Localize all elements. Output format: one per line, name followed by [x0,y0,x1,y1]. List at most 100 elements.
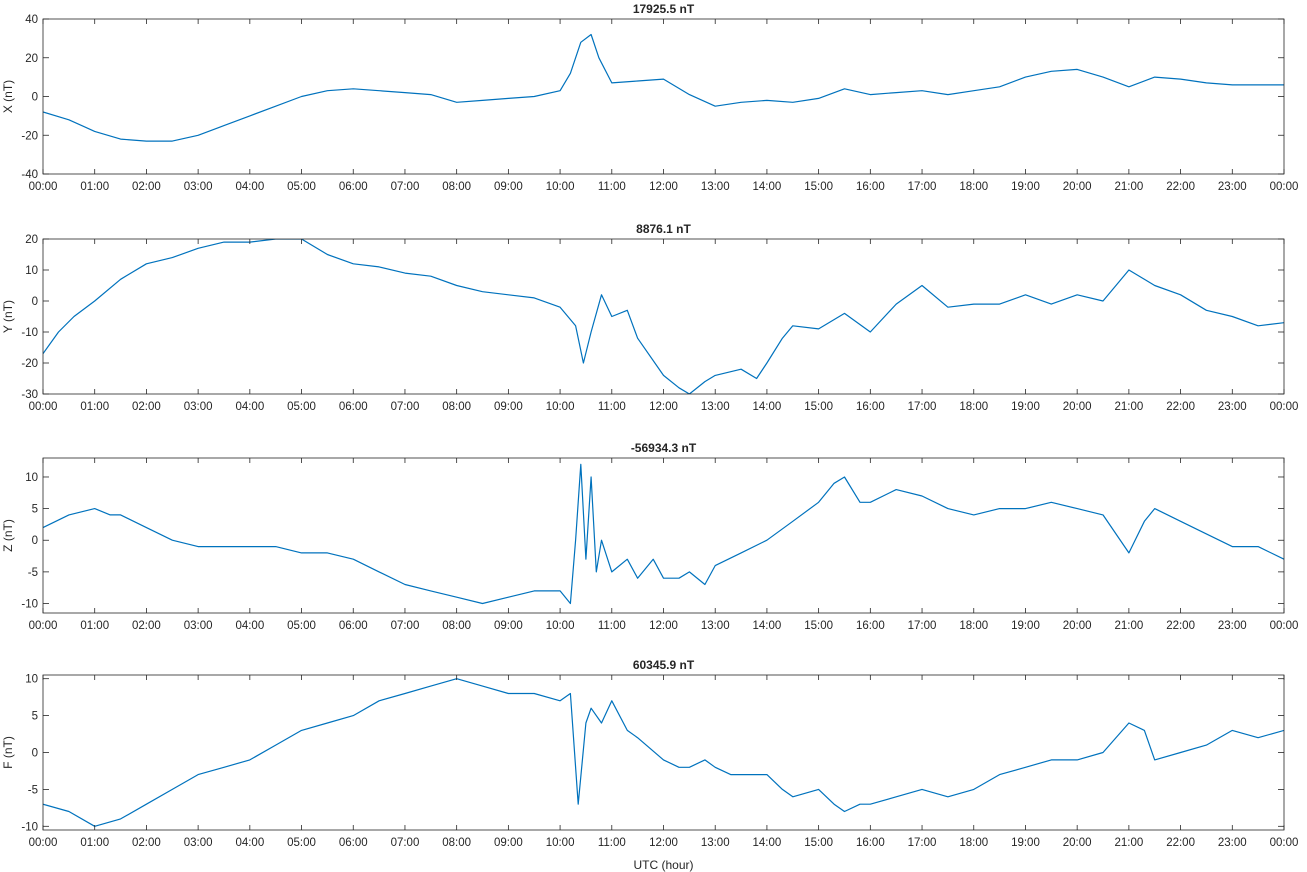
x-tick-label: 00:00 [29,837,58,849]
axes-box [42,18,1285,175]
y-tick-label: -20 [21,130,38,142]
x-tick-label: 00:00 [1270,620,1299,632]
x-tick-label: 11:00 [598,181,626,193]
x-tick-label: 13:00 [701,401,730,413]
panel-2: 8876.1 nT Y (nT) -30 -20 -10 0 10 20 00:00 01:00 0… [1,222,1298,413]
x-tick-label: 14:00 [753,620,782,632]
y-tick-label: -5 [28,567,38,579]
x-tick-label: 19:00 [1011,181,1040,193]
panel-title: -56934.3 nT [631,441,697,455]
x-tick-label: 14:00 [753,181,782,193]
x-tick-label: 10:00 [546,401,575,413]
x-tick-label: 12:00 [649,401,678,413]
x-tick-label: 07:00 [391,837,420,849]
y-tick-label: -20 [21,358,38,370]
x-tick-label: 17:00 [908,837,937,849]
x-tick-label: 22:00 [1166,181,1195,193]
x-tick-label: 08:00 [442,837,471,849]
y-tick-label: 0 [32,92,38,104]
x-tick-label: 00:00 [1270,401,1299,413]
y-tick-label: -40 [21,169,38,181]
x-tick-label: 13:00 [701,837,730,849]
x-tick-label: 04:00 [235,837,264,849]
y-tick-label: 20 [25,53,38,65]
x-tick-label: 23:00 [1218,401,1247,413]
x-tick-label: 21:00 [1114,837,1143,849]
x-tick-label: 09:00 [494,837,523,849]
y-tick-label: -10 [21,821,38,833]
x-tick-label: 00:00 [29,620,58,632]
x-tick-label: 04:00 [235,620,264,632]
x-tick-label: 01:00 [80,620,109,632]
series-line-1 [43,239,1284,394]
y-tick-label: 10 [25,472,38,484]
x-tick-label: 07:00 [391,620,420,632]
x-tick-label: 05:00 [287,401,316,413]
x-tick-label: 00:00 [29,181,58,193]
x-tick-label: 12:00 [649,837,678,849]
x-tick-label: 15:00 [804,401,833,413]
x-tick-label: 02:00 [132,181,161,193]
y-tick-label: 5 [32,504,38,516]
axes-box [42,238,1285,395]
x-tick-label: 03:00 [184,181,213,193]
x-tick-label: 09:00 [494,401,523,413]
x-tick-label: 19:00 [1011,620,1040,632]
x-tick-label: 21:00 [1114,181,1143,193]
x-tick-label: 11:00 [598,401,626,413]
x-tick-label: 15:00 [804,837,833,849]
x-tick-label: 20:00 [1063,620,1092,632]
x-tick-label: 17:00 [908,181,937,193]
x-tick-label: 21:00 [1114,620,1143,632]
panel-title: 60345.9 nT [633,658,695,672]
x-tick-label: 10:00 [546,837,575,849]
x-tick-label: 19:00 [1011,401,1040,413]
y-tick-label: 40 [25,14,38,26]
x-tick-label: 07:00 [391,181,420,193]
x-tick-label: 18:00 [959,837,988,849]
x-tick-label: 06:00 [339,401,368,413]
x-tick-label: 23:00 [1218,181,1247,193]
x-tick-label: 16:00 [856,181,885,193]
x-tick-label: 21:00 [1114,401,1143,413]
x-tick-label: 16:00 [856,620,885,632]
x-tick-label: 06:00 [339,837,368,849]
x-tick-label: 20:00 [1063,837,1092,849]
panel-3: -56934.3 nT Z (nT) -10 -5 0 5 10 00:00 01:00 02:0… [1,441,1298,632]
x-tick-label: 18:00 [959,620,988,632]
x-tick-label: 06:00 [339,620,368,632]
x-tick-label: 06:00 [339,181,368,193]
x-tick-label: 17:00 [908,401,937,413]
axes-box [42,674,1285,831]
y-axis-label: Z (nT) [1,519,15,552]
y-tick-label: -30 [21,389,38,401]
panel-4: 60345.9 nT F (nT) -10 -5 0 5 10 00:00 01:00 02:00… [1,658,1298,849]
series-line-1 [43,33,1284,142]
x-tick-label: 05:00 [287,181,316,193]
panel-title: 8876.1 nT [636,222,691,236]
panel-title: 17925.5 nT [633,2,695,16]
x-tick-label: 05:00 [287,837,316,849]
x-tick-label: 18:00 [959,401,988,413]
x-tick-label: 16:00 [856,401,885,413]
x-tick-label: 15:00 [804,620,833,632]
x-tick-label: 18:00 [959,181,988,193]
x-tick-label: 07:00 [391,401,420,413]
y-axis-label: X (nT) [1,80,15,113]
y-tick-label: 0 [32,296,38,308]
x-tick-label: 01:00 [80,837,109,849]
x-tick-label: 11:00 [598,620,626,632]
x-tick-label: 11:00 [598,837,626,849]
x-tick-label: 22:00 [1166,620,1195,632]
x-tick-label: 08:00 [442,401,471,413]
x-tick-label: 00:00 [29,401,58,413]
x-tick-label: 13:00 [701,620,730,632]
x-tick-label: 02:00 [132,401,161,413]
y-tick-label: -10 [21,599,38,611]
x-tick-label: 12:00 [649,181,678,193]
axes-box [42,457,1285,614]
x-tick-label: 00:00 [1270,181,1299,193]
x-tick-label: 19:00 [1011,837,1040,849]
y-tick-label: 0 [32,535,38,547]
